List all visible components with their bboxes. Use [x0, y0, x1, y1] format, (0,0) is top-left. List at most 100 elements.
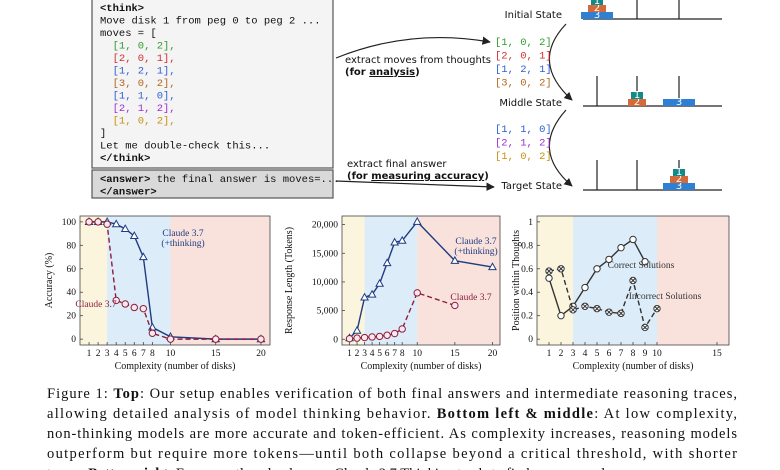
- y-tick-label: 80: [67, 241, 77, 251]
- marker: [397, 235, 407, 244]
- marker: [112, 296, 120, 305]
- marker: [557, 265, 565, 273]
- text-span: the final answer is moves=...: [150, 174, 339, 186]
- x-tick-label: 4: [370, 349, 375, 359]
- series-label-line: Claude 3.7: [75, 300, 116, 310]
- series-label: Claude 3.7: [450, 293, 491, 303]
- text-span: measuring accuracy: [371, 171, 484, 182]
- marker: [148, 329, 157, 337]
- y-tick-label: 0: [71, 335, 76, 345]
- arrow-note: (for measuring accuracy): [347, 171, 489, 182]
- code-line: [1, 0, 2],: [100, 116, 176, 128]
- move: [2, 0, 1]: [495, 51, 552, 63]
- y-tick-label: 5,000: [317, 307, 339, 317]
- disk: [581, 12, 613, 19]
- disk: [588, 5, 606, 12]
- marker: [130, 303, 138, 312]
- code-line: Move disk 1 from peg 0 to peg 2 ...: [100, 16, 321, 28]
- marker: [451, 301, 459, 310]
- series-label-line: Claude 3.7: [162, 229, 203, 239]
- series-label: Claude 3.7: [75, 300, 116, 310]
- x-tick-label: 10: [412, 349, 422, 359]
- marker: [653, 305, 661, 313]
- text-span: Top: [113, 386, 139, 402]
- x-tick-label: 3: [571, 349, 576, 359]
- answer-line: <answer> the final answer is moves=...: [100, 174, 339, 186]
- text-span: analysis: [369, 67, 415, 78]
- code-line: [1, 2, 1],: [100, 66, 176, 78]
- x-tick-label: 20: [256, 349, 266, 359]
- text-span: Figure 1:: [47, 386, 112, 402]
- marker: [129, 231, 139, 240]
- answer-line: </answer>: [100, 187, 157, 199]
- text-span: : For correctly solved cases, Claude 3.7…: [168, 466, 613, 470]
- move: [1, 1, 0]: [495, 124, 552, 136]
- marker: [139, 305, 148, 313]
- caption-line: Figure 1: Top: Our setup enables verific…: [47, 386, 737, 402]
- marker: [111, 219, 121, 228]
- x-tick-label: 2: [96, 349, 101, 359]
- text-span: : At low complexity,: [594, 406, 737, 422]
- move: [3, 0, 2]: [495, 78, 552, 90]
- move: [1, 2, 1]: [495, 64, 552, 76]
- marker: [360, 333, 369, 342]
- move: [2, 1, 2]: [495, 138, 552, 150]
- y-tick-label: 0.2: [521, 312, 533, 322]
- series-label-line: Claude 3.7: [450, 293, 491, 303]
- x-tick-label: 7: [141, 349, 146, 359]
- caption-line: non-thinking models are more accurate an…: [47, 426, 737, 442]
- x-axis-label: Complexity (number of disks): [573, 361, 694, 372]
- state-label: Initial State: [505, 10, 562, 21]
- x-tick-label: 15: [450, 349, 460, 359]
- marker: [138, 252, 148, 261]
- text-span: </answer>: [100, 187, 157, 199]
- text-span: : Our setup enables verification of both…: [140, 386, 737, 402]
- region: [417, 216, 500, 345]
- series-line: [548, 267, 658, 330]
- move: [1, 0, 2]: [495, 37, 552, 49]
- text-span: ): [484, 171, 489, 182]
- disk: [663, 99, 695, 106]
- region: [170, 216, 270, 345]
- marker: [352, 325, 362, 334]
- marker: [390, 329, 399, 338]
- marker: [120, 224, 130, 232]
- x-tick-label: 4: [583, 349, 588, 359]
- marker: [545, 274, 553, 282]
- region: [342, 216, 365, 345]
- disk-label: 1: [634, 90, 640, 101]
- x-tick-label: 8: [631, 349, 636, 359]
- marker: [375, 332, 384, 341]
- region: [657, 216, 729, 345]
- region: [80, 216, 108, 345]
- caption-line: traces. Bottom right: For correctly solv…: [47, 466, 613, 470]
- code-line: Let me double-check this...: [100, 141, 270, 153]
- arrow: [548, 109, 573, 187]
- y-axis-label: Accuracy (%): [44, 253, 55, 309]
- marker: [593, 265, 601, 273]
- marker: [605, 255, 613, 264]
- y-tick-label: 0.4: [521, 288, 533, 298]
- disk-label: 2: [676, 174, 682, 185]
- text-span: allowing detailed analysis of model thin…: [47, 406, 435, 422]
- region: [537, 216, 573, 345]
- x-axis-label: Complexity (number of disks): [115, 361, 236, 372]
- disk-label: 3: [676, 181, 682, 192]
- marker: [353, 334, 361, 342]
- marker: [367, 289, 377, 298]
- arrow: [335, 36, 491, 59]
- disk-label: 2: [634, 97, 640, 108]
- answer-box: [91, 169, 334, 199]
- y-tick-label: 0: [528, 335, 533, 345]
- series-label-line: Incorrect Solutions: [629, 292, 702, 302]
- y-tick-label: 0.6: [521, 265, 533, 275]
- series-label-line: Correct Solutions: [608, 261, 675, 271]
- x-tick-label: 1: [87, 349, 92, 359]
- text-span: (for: [345, 67, 369, 78]
- disk: [673, 169, 685, 176]
- marker: [557, 312, 565, 320]
- y-tick-label: 60: [67, 265, 77, 275]
- marker: [103, 220, 111, 228]
- plot-frame: [341, 215, 501, 346]
